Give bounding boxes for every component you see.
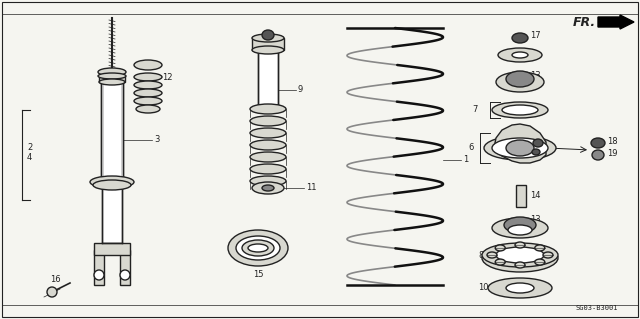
Text: 17: 17 bbox=[530, 32, 541, 41]
Ellipse shape bbox=[250, 128, 286, 138]
Text: 14: 14 bbox=[530, 191, 541, 201]
Text: 9: 9 bbox=[298, 85, 303, 94]
Ellipse shape bbox=[535, 245, 545, 251]
Ellipse shape bbox=[495, 259, 505, 265]
Ellipse shape bbox=[98, 68, 126, 76]
Bar bbox=[252, 38, 284, 50]
Bar bbox=[101, 82, 123, 182]
Ellipse shape bbox=[506, 140, 534, 156]
Ellipse shape bbox=[250, 176, 286, 186]
Ellipse shape bbox=[134, 73, 162, 81]
Ellipse shape bbox=[506, 71, 534, 87]
Bar bbox=[516, 185, 526, 207]
Ellipse shape bbox=[136, 105, 160, 113]
Bar bbox=[102, 188, 122, 243]
Ellipse shape bbox=[535, 259, 545, 265]
Ellipse shape bbox=[47, 287, 57, 297]
Text: 5: 5 bbox=[530, 48, 535, 57]
Ellipse shape bbox=[512, 33, 528, 43]
Text: SG03-B3001: SG03-B3001 bbox=[575, 305, 618, 311]
Ellipse shape bbox=[120, 270, 130, 280]
Ellipse shape bbox=[515, 262, 525, 268]
Bar bbox=[120, 250, 130, 285]
Ellipse shape bbox=[484, 136, 556, 160]
Bar bbox=[99, 76, 125, 82]
Ellipse shape bbox=[591, 138, 605, 148]
Ellipse shape bbox=[228, 230, 288, 266]
Text: 10: 10 bbox=[478, 284, 488, 293]
Bar bbox=[94, 250, 104, 285]
Text: 2: 2 bbox=[27, 144, 32, 152]
Text: 15: 15 bbox=[253, 270, 263, 279]
Ellipse shape bbox=[492, 138, 548, 158]
Text: 6: 6 bbox=[468, 144, 474, 152]
Ellipse shape bbox=[134, 81, 162, 89]
Ellipse shape bbox=[504, 217, 536, 233]
Ellipse shape bbox=[502, 105, 538, 115]
Ellipse shape bbox=[506, 283, 534, 293]
Ellipse shape bbox=[252, 46, 284, 54]
Text: 3: 3 bbox=[154, 136, 159, 145]
Ellipse shape bbox=[512, 52, 528, 58]
Ellipse shape bbox=[242, 240, 274, 256]
Ellipse shape bbox=[94, 270, 104, 280]
Ellipse shape bbox=[492, 102, 548, 118]
Ellipse shape bbox=[98, 73, 126, 79]
Ellipse shape bbox=[496, 72, 544, 92]
Ellipse shape bbox=[93, 180, 131, 190]
FancyArrow shape bbox=[598, 15, 634, 29]
Text: 11: 11 bbox=[306, 183, 317, 192]
Ellipse shape bbox=[508, 225, 532, 235]
Ellipse shape bbox=[250, 140, 286, 150]
Ellipse shape bbox=[250, 104, 286, 114]
Text: 13: 13 bbox=[530, 216, 541, 225]
Ellipse shape bbox=[498, 48, 542, 62]
Ellipse shape bbox=[248, 244, 268, 252]
Ellipse shape bbox=[482, 243, 558, 267]
Bar bbox=[94, 243, 130, 255]
Ellipse shape bbox=[134, 60, 162, 70]
Ellipse shape bbox=[515, 242, 525, 248]
Ellipse shape bbox=[90, 176, 134, 188]
Ellipse shape bbox=[533, 139, 543, 147]
Text: 16: 16 bbox=[50, 276, 61, 285]
Text: 4: 4 bbox=[27, 153, 32, 162]
Ellipse shape bbox=[495, 245, 505, 251]
Ellipse shape bbox=[488, 278, 552, 298]
Ellipse shape bbox=[592, 150, 604, 160]
Ellipse shape bbox=[496, 247, 544, 263]
Ellipse shape bbox=[99, 79, 125, 85]
Ellipse shape bbox=[262, 30, 274, 40]
Ellipse shape bbox=[134, 89, 162, 97]
Ellipse shape bbox=[250, 116, 286, 126]
Ellipse shape bbox=[250, 152, 286, 162]
Text: 1: 1 bbox=[463, 155, 468, 165]
Ellipse shape bbox=[262, 185, 274, 191]
Ellipse shape bbox=[250, 164, 286, 174]
Bar bbox=[258, 50, 278, 105]
Ellipse shape bbox=[482, 244, 558, 272]
Ellipse shape bbox=[252, 34, 284, 42]
Text: 19: 19 bbox=[607, 150, 618, 159]
Text: 18: 18 bbox=[607, 137, 618, 145]
Text: 7: 7 bbox=[472, 106, 477, 115]
Ellipse shape bbox=[492, 218, 548, 238]
Ellipse shape bbox=[487, 252, 497, 258]
Ellipse shape bbox=[252, 182, 284, 194]
Ellipse shape bbox=[532, 149, 540, 155]
Ellipse shape bbox=[543, 252, 553, 258]
Text: FR.: FR. bbox=[573, 16, 596, 28]
Ellipse shape bbox=[134, 97, 162, 105]
Text: 13: 13 bbox=[530, 71, 541, 80]
Polygon shape bbox=[494, 124, 546, 163]
Text: 12: 12 bbox=[162, 72, 173, 81]
Ellipse shape bbox=[236, 236, 280, 260]
Text: 8: 8 bbox=[478, 250, 483, 259]
